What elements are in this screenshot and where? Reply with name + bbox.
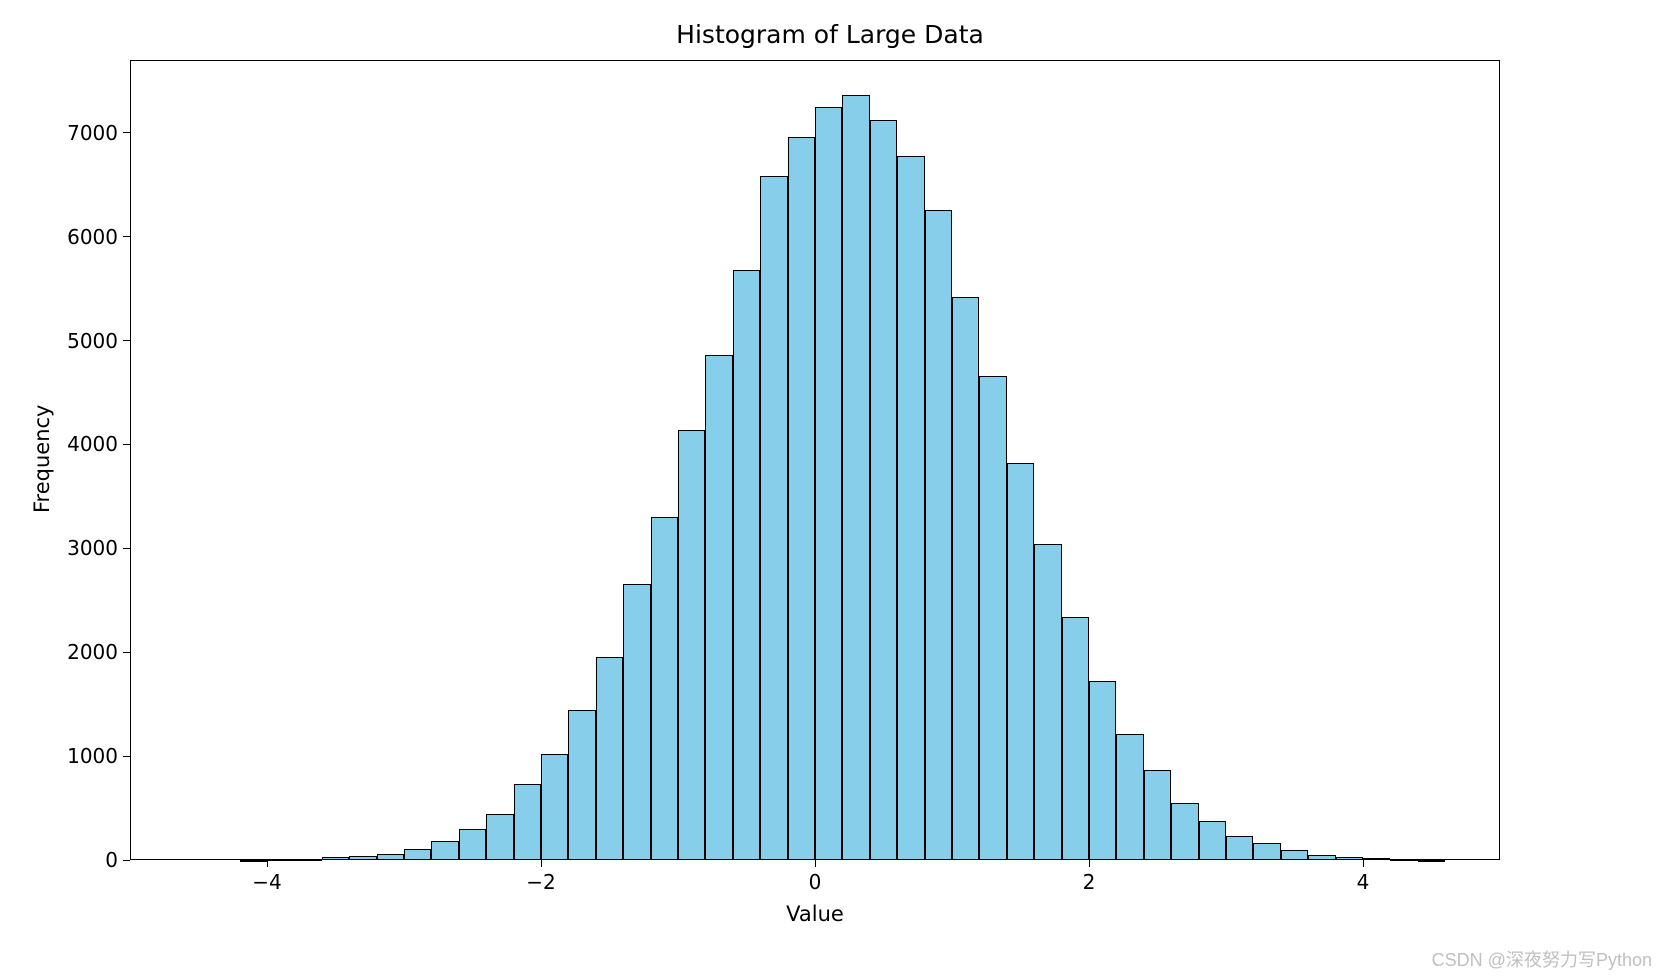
histogram-bar (979, 376, 1006, 860)
histogram-bar (240, 860, 267, 862)
histogram-bar (1171, 803, 1198, 860)
histogram-bar (1007, 463, 1034, 860)
x-tick-label: 2 (1083, 870, 1096, 894)
histogram-bar (431, 841, 458, 860)
y-tick-label: 2000 (60, 640, 118, 664)
histogram-bar (1034, 544, 1061, 860)
histogram-bar (1089, 681, 1116, 860)
watermark-text: CSDN @深夜努力写Python (1432, 946, 1652, 972)
x-tick-label: 4 (1357, 870, 1370, 894)
histogram-bar (541, 754, 568, 860)
histogram-bar (952, 297, 979, 860)
histogram-bar (486, 814, 513, 860)
y-tick-label: 5000 (60, 329, 118, 353)
histogram-bar (842, 95, 869, 860)
x-tick (1363, 860, 1364, 867)
histogram-bar (788, 137, 815, 860)
histogram-bar (623, 584, 650, 860)
y-tick-label: 7000 (60, 121, 118, 145)
histogram-bar (1253, 843, 1280, 860)
y-tick (123, 860, 130, 861)
y-tick-label: 0 (60, 848, 118, 872)
y-tick-label: 1000 (60, 744, 118, 768)
x-tick-label: 0 (809, 870, 822, 894)
x-tick-label: −4 (252, 870, 281, 894)
histogram-bar (897, 156, 924, 860)
plot-area (130, 60, 1500, 860)
histogram-bar (1226, 836, 1253, 860)
histogram-bar (705, 355, 732, 860)
axis-spine-left (130, 60, 131, 860)
x-axis-label: Value (130, 902, 1500, 926)
histogram-bar (678, 430, 705, 860)
histogram-bar (733, 270, 760, 860)
histogram-bar (459, 829, 486, 860)
x-tick-label: −2 (526, 870, 555, 894)
y-tick (123, 340, 130, 341)
histogram-bar (651, 517, 678, 860)
histogram-bar (1144, 770, 1171, 860)
x-tick (267, 860, 268, 867)
histogram-bar (596, 657, 623, 860)
y-tick-label: 3000 (60, 536, 118, 560)
x-tick (815, 860, 816, 867)
y-tick (123, 132, 130, 133)
histogram-bar (1199, 821, 1226, 860)
histogram-bar (514, 784, 541, 860)
y-tick-label: 6000 (60, 225, 118, 249)
histogram-bar (760, 176, 787, 860)
histogram-bar (1062, 617, 1089, 860)
histogram-bar (1418, 860, 1445, 862)
y-tick (123, 444, 130, 445)
y-axis-label: Frequency (30, 404, 54, 513)
chart-title: Histogram of Large Data (0, 20, 1660, 49)
histogram-bar (870, 120, 897, 860)
figure: Histogram of Large Data Frequency Value … (0, 0, 1660, 978)
y-tick-label: 4000 (60, 432, 118, 456)
histogram-bar (1116, 734, 1143, 860)
histogram-bar (925, 210, 952, 860)
y-tick (123, 236, 130, 237)
y-tick (123, 548, 130, 549)
axis-spine-right (1499, 60, 1500, 860)
x-tick (1089, 860, 1090, 867)
y-tick (123, 756, 130, 757)
histogram-bar (815, 107, 842, 860)
histogram-bar (568, 710, 595, 860)
y-tick (123, 652, 130, 653)
axis-spine-top (130, 60, 1500, 61)
x-tick (541, 860, 542, 867)
